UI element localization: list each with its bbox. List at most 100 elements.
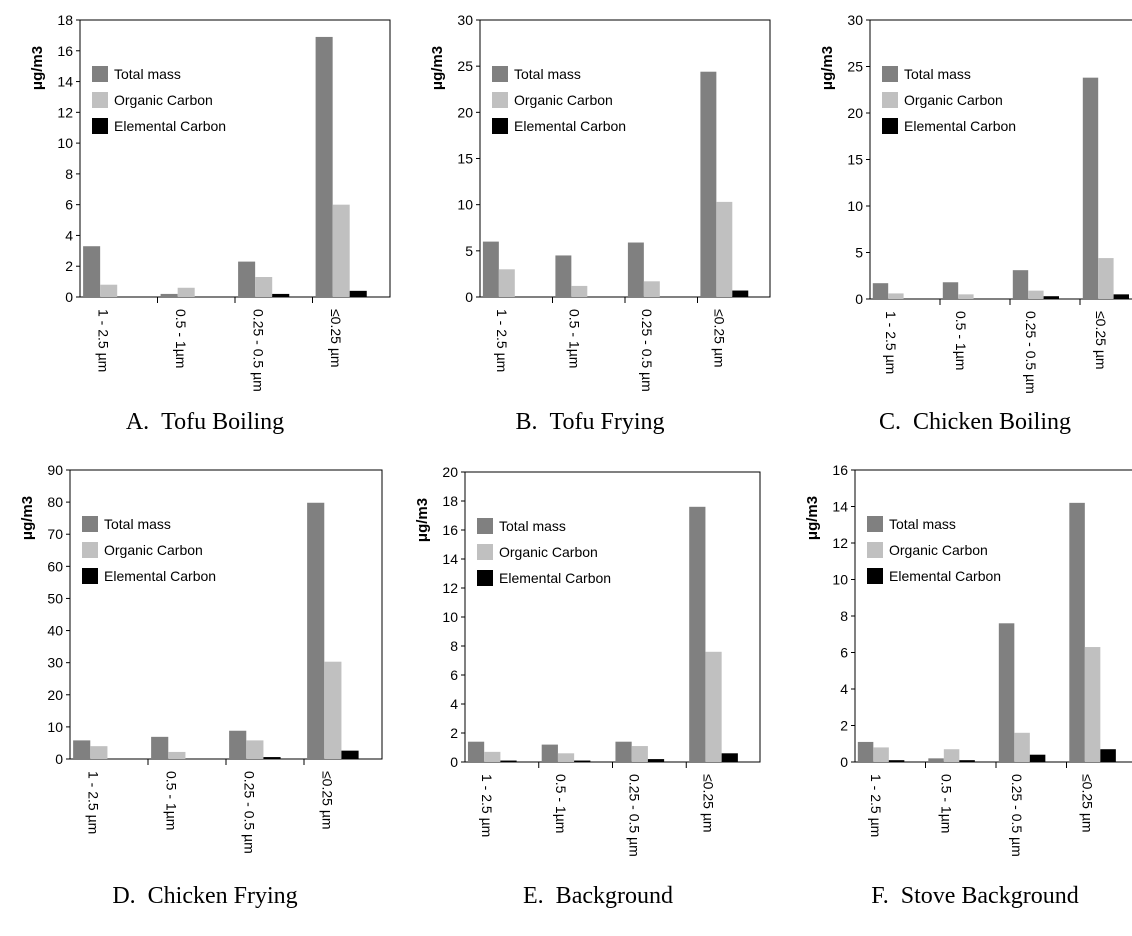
chart-background-bar-total-mass: [689, 506, 706, 762]
chart-background-y-tick-label: 18: [442, 493, 458, 509]
chart-tofu-boiling-y-tick-label: 12: [57, 104, 73, 120]
chart-chicken-boiling-y-axis-title: μg/m3: [819, 46, 836, 90]
chart-tofu-boiling-bar-total-mass: [238, 261, 256, 297]
chart-background-bar-organic-carbon: [484, 751, 501, 762]
chart-chicken-frying-bar-organic-carbon: [90, 746, 108, 759]
chart-background-legend-label-organic-carbon: Organic Carbon: [499, 544, 598, 560]
chart-chicken-frying-y-axis-title: μg/m3: [19, 496, 36, 540]
chart-tofu-boiling-legend-swatch-organic-carbon: [92, 92, 108, 108]
chart-background-bar-elemental-carbon: [574, 760, 591, 762]
chart-chicken-boiling-bar-total-mass: [1082, 77, 1099, 299]
chart-chicken-frying-legend-swatch-total-mass: [82, 516, 98, 532]
chart-chicken-frying-legend-swatch-organic-carbon: [82, 542, 98, 558]
chart-chicken-boiling-y-tick-label: 25: [847, 59, 863, 75]
chart-stove-background-bar-elemental-carbon: [959, 760, 975, 762]
chart-background-y-tick-label: 20: [442, 464, 458, 480]
chart-tofu-boiling-legend-label-organic-carbon: Organic Carbon: [114, 92, 213, 108]
chart-chicken-frying-x-category-label: 1 - 2.5 µm: [85, 771, 101, 834]
chart-tofu-frying-bar-elemental-carbon: [732, 290, 749, 297]
chart-background-x-category-label: 0.5 - 1µm: [553, 774, 569, 833]
chart-stove-background-bar-organic-carbon: [1014, 732, 1030, 762]
chart-tofu-boiling-x-category-label: 1 - 2.5 µm: [95, 309, 111, 372]
chart-chicken-boiling-caption-letter: C.: [878, 409, 902, 435]
chart-background-bar-organic-carbon: [631, 746, 648, 762]
chart-chicken-boiling-bar-organic-carbon: [1098, 258, 1114, 299]
chart-chicken-boiling-y-tick-label: 10: [847, 198, 863, 214]
chart-background-y-tick-label: 0: [450, 754, 458, 770]
chart-stove-background-bar-elemental-carbon: [1029, 754, 1046, 762]
chart-chicken-boiling-bar-total-mass: [1012, 270, 1029, 299]
chart-tofu-boiling-y-tick-label: 16: [57, 43, 73, 59]
chart-background-caption-letter: E.: [523, 883, 544, 909]
chart-tofu-frying-legend-swatch-organic-carbon: [492, 92, 508, 108]
chart-background-y-tick-label: 4: [450, 696, 458, 712]
chart-chicken-frying-bar-total-mass: [229, 730, 247, 759]
chart-stove-background-caption-letter: F.: [871, 883, 889, 909]
chart-stove-background-y-tick-label: 14: [832, 499, 848, 515]
chart-chicken-boiling-x-category-label: 0.25 - 0.5 µm: [1023, 311, 1039, 394]
chart-background-y-tick-label: 6: [450, 667, 458, 683]
chart-tofu-boiling-legend-swatch-total-mass: [92, 66, 108, 82]
chart-chicken-boiling-y-tick-label: 15: [847, 152, 863, 168]
chart-tofu-frying-y-axis-title: μg/m3: [429, 46, 446, 90]
chart-stove-background-y-tick-label: 4: [840, 681, 848, 697]
chart-background-legend-swatch-elemental-carbon: [477, 570, 493, 586]
chart-tofu-boiling-y-axis-title: μg/m3: [29, 46, 46, 90]
chart-tofu-boiling-y-tick-label: 18: [57, 12, 73, 28]
chart-background-legend-swatch-total-mass: [477, 518, 493, 534]
chart-tofu-boiling-caption: A. Tofu Boiling: [126, 408, 284, 436]
chart-chicken-frying-legend-label-elemental-carbon: Elemental Carbon: [104, 568, 216, 584]
chart-chicken-frying-y-tick-label: 0: [55, 751, 63, 767]
chart-stove-background-bar-elemental-carbon: [1100, 749, 1116, 762]
chart-stove-background-y-tick-label: 8: [840, 608, 848, 624]
chart-tofu-boiling-y-tick-label: 2: [65, 258, 73, 274]
chart-tofu-frying-bar-organic-carbon: [643, 281, 660, 297]
chart-tofu-boiling-bar-organic-carbon: [177, 287, 195, 297]
chart-tofu-boiling-legend-label-total-mass: Total mass: [114, 66, 181, 82]
chart-tofu-boiling-y-tick-label: 6: [65, 197, 73, 213]
chart-chicken-frying-y-tick-label: 30: [47, 655, 63, 671]
chart-chicken-boiling-caption: C. Chicken Boiling: [879, 408, 1071, 436]
chart-stove-background-legend-swatch-organic-carbon: [867, 542, 883, 558]
chart-chicken-boiling-y-tick-label: 30: [847, 12, 863, 28]
chart-stove-background-bar-elemental-carbon: [888, 760, 905, 762]
chart-tofu-boiling-y-tick-label: 8: [65, 166, 73, 182]
chart-background-caption: E. Background: [523, 882, 673, 910]
chart-stove-background-bar-organic-carbon: [1084, 647, 1101, 762]
chart-chicken-frying-x-category-label: 0.25 - 0.5 µm: [241, 771, 257, 854]
chart-background-legend-swatch-organic-carbon: [477, 544, 493, 560]
chart-background-y-tick-label: 8: [450, 638, 458, 654]
chart-background-bar-total-mass: [467, 741, 485, 762]
chart-tofu-frying-legend-label-organic-carbon: Organic Carbon: [514, 92, 613, 108]
chart-stove-background-caption: F. Stove Background: [871, 882, 1078, 910]
chart-background-bar-total-mass: [615, 741, 632, 762]
chart-tofu-frying-bar-total-mass: [700, 71, 717, 297]
chart-tofu-boiling-x-category-label: 0.25 - 0.5 µm: [250, 309, 266, 392]
chart-background-x-category-label: 1 - 2.5 µm: [479, 774, 495, 837]
chart-tofu-boiling: 0 2 4 6 8 10 12 14 16 18 μg/m3 1 - 2.5 µm 0.5 - 1µm 0…: [29, 12, 391, 392]
chart-stove-background-bar-total-mass: [998, 623, 1015, 762]
chart-chicken-boiling-legend-swatch-total-mass: [882, 66, 898, 82]
chart-chicken-boiling-y-tick-label: 5: [855, 245, 863, 261]
chart-tofu-frying-y-tick-label: 25: [457, 58, 473, 74]
chart-tofu-boiling-bar-organic-carbon: [255, 276, 273, 297]
chart-chicken-frying-bar-total-mass: [73, 740, 91, 759]
chart-chicken-boiling-bar-elemental-carbon: [1113, 294, 1129, 299]
chart-chicken-boiling-x-category-label: 1 - 2.5 µm: [883, 311, 899, 374]
chart-tofu-frying: 0 5 10 15 20 25 30 μg/m3 1 - 2.5 µm 0.5 - 1µm 0.25…: [429, 12, 771, 392]
chart-tofu-boiling-y-tick-label: 14: [57, 74, 73, 90]
chart-stove-background-bar-organic-carbon: [943, 749, 960, 762]
chart-tofu-frying-x-category-label: 0.5 - 1µm: [566, 309, 582, 368]
chart-stove-background-legend-swatch-elemental-carbon: [867, 568, 883, 584]
chart-tofu-frying-y-tick-label: 5: [465, 243, 473, 259]
chart-chicken-frying-bar-total-mass: [307, 502, 325, 759]
chart-chicken-frying-caption-title: Chicken Frying: [147, 883, 298, 909]
chart-tofu-frying-bar-total-mass: [627, 242, 644, 297]
chart-tofu-frying-caption-letter: B.: [515, 409, 538, 435]
chart-stove-background-legend-label-elemental-carbon: Elemental Carbon: [889, 568, 1001, 584]
chart-stove-background-x-category-label: 0.5 - 1µm: [939, 774, 955, 833]
chart-stove-background-bar-total-mass: [1069, 502, 1085, 762]
chart-chicken-boiling-bar-organic-carbon: [888, 293, 904, 299]
chart-chicken-frying-legend-label-total-mass: Total mass: [104, 516, 171, 532]
chart-chicken-frying-y-tick-label: 90: [47, 462, 63, 478]
